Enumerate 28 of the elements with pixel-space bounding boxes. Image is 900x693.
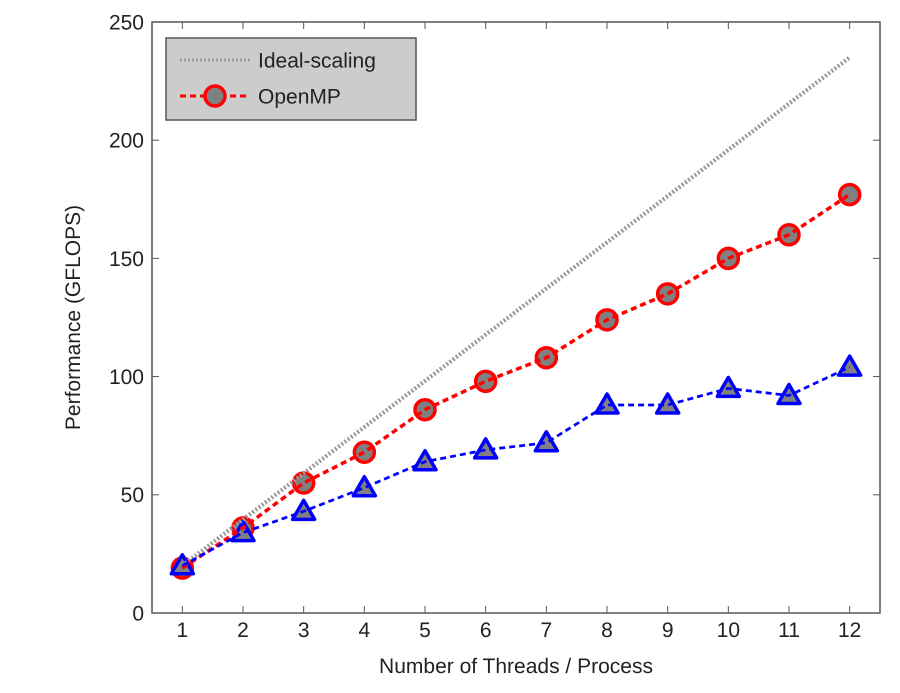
x-tick-label: 6 [480, 619, 492, 642]
x-tick-label: 8 [601, 619, 613, 642]
x-tick-label: 5 [419, 619, 431, 642]
y-tick-label: 200 [108, 130, 144, 153]
y-tick-label: 50 [120, 484, 144, 508]
legend-label: Ideal-scaling [258, 49, 376, 72]
x-axis-title: Number of Threads / Process [379, 655, 653, 678]
y-tick-label: 100 [108, 366, 144, 389]
y-axis-title: Performance (GFLOPS) [62, 204, 85, 430]
x-tick-label: 1 [176, 619, 188, 642]
y-tick-label: 150 [108, 248, 144, 271]
x-tick-label: 3 [298, 619, 310, 642]
y-tick-label: 250 [108, 11, 144, 34]
x-tick-label: 4 [358, 619, 370, 642]
x-tick-label: 10 [716, 619, 740, 642]
x-tick-label: 11 [778, 619, 800, 642]
x-tick-label: 12 [838, 619, 862, 642]
y-tick-label: 0 [132, 602, 144, 626]
point [836, 354, 862, 377]
legend-label: OpenMP [258, 85, 341, 108]
point [838, 182, 862, 206]
x-tick-label: 9 [662, 619, 674, 642]
point [776, 382, 802, 406]
x-tick-label: 2 [237, 619, 249, 642]
point [290, 498, 316, 522]
point [412, 448, 438, 472]
x-tick-label: 7 [540, 619, 552, 642]
point [716, 376, 742, 398]
